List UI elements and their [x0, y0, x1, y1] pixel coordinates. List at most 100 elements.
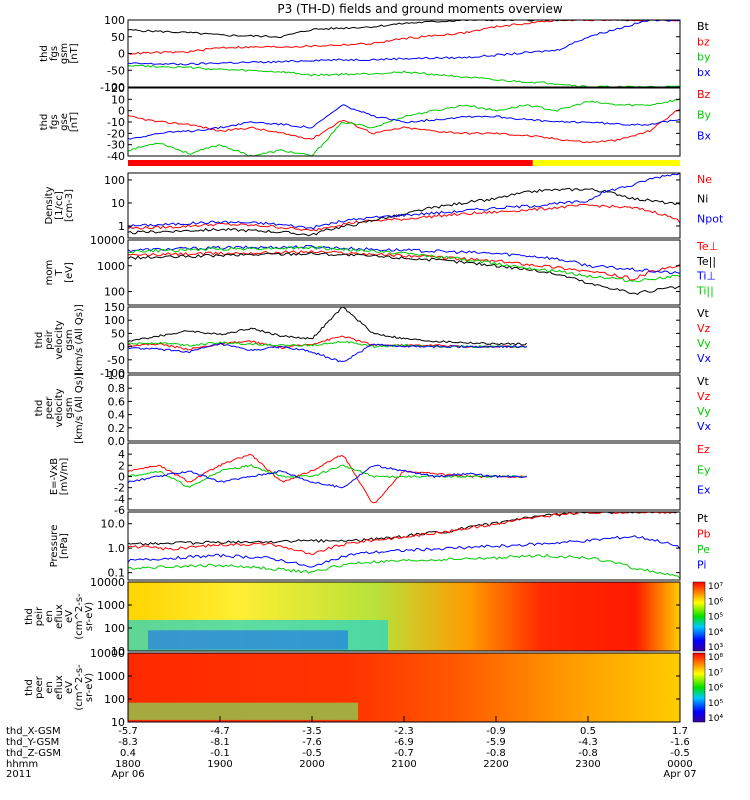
plot-area [128, 453, 528, 504]
y-tick-label: -2 [114, 482, 125, 495]
y-tick-label: 0.6 [108, 395, 126, 408]
y-axis-label-line: [cm-3] [64, 189, 75, 222]
series-line-Vt [128, 307, 528, 346]
y-axis-label-line: (cm^2-s- [74, 593, 85, 640]
time-axis-value: -0.7 [394, 748, 414, 759]
legend-Pi: Pi [697, 559, 706, 572]
time-axis-value: -0.5 [670, 748, 690, 759]
y-axis-label-line: peer [34, 675, 45, 699]
y-tick-label: 10000 [90, 576, 125, 589]
y-tick-label: 100 [104, 14, 125, 27]
series-line-Vx [128, 342, 527, 363]
plot-area [128, 173, 680, 237]
time-axis-value: 0000 [667, 759, 692, 770]
legend-Vx: Vx [697, 352, 712, 365]
y-axis-label-line: peir [34, 606, 45, 626]
time-axis-value: -5.9 [486, 737, 506, 748]
y-tick-label: 50 [111, 327, 125, 340]
y-axis-label-line: [mV/m] [59, 458, 70, 496]
y-tick-label: 2 [118, 459, 125, 472]
legend-Vy: Vy [697, 405, 711, 418]
y-axis-label-line: [eV] [64, 262, 75, 283]
time-axis-value: -0.8 [578, 748, 598, 759]
colorbar-tick-label: 10⁵ [708, 699, 723, 709]
y-axis-label-line: [1/cc] [54, 191, 65, 220]
time-axis-value: -3.5 [302, 726, 322, 737]
time-axis-value: 1800 [115, 759, 140, 770]
time-axis-row-label: thd_X-GSM [6, 726, 61, 737]
time-axis-value: -2.3 [394, 726, 414, 737]
colorbar-tick-label: 10⁴ [708, 714, 723, 724]
panel-peer_velocity: 0.00.20.40.60.81.0 thd peer velocity gsm [km/… [34, 369, 712, 448]
low-energy-band [128, 702, 358, 720]
y-axis-label-line: velocity [54, 388, 65, 427]
time-axis-value: 2100 [391, 759, 416, 770]
y-tick-label: -30 [107, 139, 125, 152]
y-tick-label: 10000 [90, 647, 125, 660]
time-axis-value: -4.7 [210, 726, 230, 737]
legend-Bx: Bx [697, 129, 712, 142]
panel-frame [127, 581, 681, 652]
time-axis-value: 1900 [207, 759, 232, 770]
series-line-Ne [128, 203, 680, 232]
time-axis-value: -6.9 [394, 737, 414, 748]
y-axis-label-line: E=-VxB [49, 458, 60, 495]
y-tick-label: 50 [111, 31, 125, 44]
legend-Pt: Pt [697, 512, 709, 525]
time-axis-value: 2000 [299, 759, 324, 770]
series-line-Ez [128, 453, 528, 504]
y-tick-label: -6 [114, 504, 125, 517]
y-tick-label: -50 [107, 354, 125, 367]
series-line-bx [128, 20, 680, 66]
y-tick-label: 0.2 [108, 422, 126, 435]
legend-Bz: Bz [697, 88, 711, 101]
series-line-Pb [128, 512, 680, 555]
legend-Ti⊥: Ti⊥ [696, 270, 716, 283]
legend-Npot: Npot [697, 212, 724, 225]
legend-Vy: Vy [697, 337, 711, 350]
y-tick-label: -100 [100, 367, 125, 380]
panel-peir_spectrogram: 10³ 10⁴ 10⁵ 10⁶ 10⁷ 10 100 1000 10000 thd peir en ef… [24, 576, 723, 658]
legend-Te||: Te|| [696, 255, 716, 268]
y-axis-label-line: thd [34, 332, 45, 349]
y-axis-label-line: peir [44, 329, 55, 349]
plot-area [128, 307, 528, 363]
y-tick-label: 100 [104, 693, 125, 706]
legend-by: by [697, 51, 711, 64]
time-axis-value: -8.3 [118, 737, 138, 748]
colorbar-tick-label: 10⁶ [708, 684, 723, 694]
series-line-Ti⊥ [128, 244, 680, 275]
y-axis-label-line: thd [34, 400, 45, 417]
colorbar-tick-label: 10⁶ [708, 597, 723, 607]
y-tick-label: -40 [107, 150, 125, 163]
y-axis-label-line: thd [39, 114, 50, 131]
y-tick-label: 100 [104, 286, 125, 299]
y-tick-label: 0 [118, 105, 125, 118]
colorbar [692, 652, 706, 723]
y-tick-label: 4 [118, 448, 125, 461]
series-line-Ey [128, 463, 527, 489]
y-axis-label-line: thd [39, 45, 50, 62]
y-axis-label-line: (cm^2-s- [74, 664, 85, 711]
y-axis-label-line: gsm [64, 329, 75, 350]
y-axis-label-line: eV [64, 610, 75, 623]
y-axis-label-line: sr-eV) [84, 673, 95, 702]
series-line-Pe [128, 553, 680, 579]
panel-temperature: 100 1000 10000 mom T [eV] Te⊥ Te|| Ti⊥Ti|| [44, 234, 718, 306]
panel-frame [127, 172, 681, 239]
y-axis-label-line: [km/s (All Qs)] [74, 304, 85, 376]
y-axis-label-line: fgs [49, 114, 60, 129]
time-axis-date: Apr 07 [663, 769, 696, 780]
y-axis-label-line: [nT] [69, 112, 80, 132]
time-axis-value: -0.5 [302, 748, 322, 759]
legend-Vt: Vt [697, 307, 710, 320]
legend-Pe: Pe [697, 543, 710, 556]
time-axis-row-label: hhmm [6, 759, 38, 770]
legend-Vx: Vx [697, 420, 712, 433]
y-tick-label: 10.0 [101, 518, 126, 531]
time-axis-value: 0.5 [580, 726, 596, 737]
